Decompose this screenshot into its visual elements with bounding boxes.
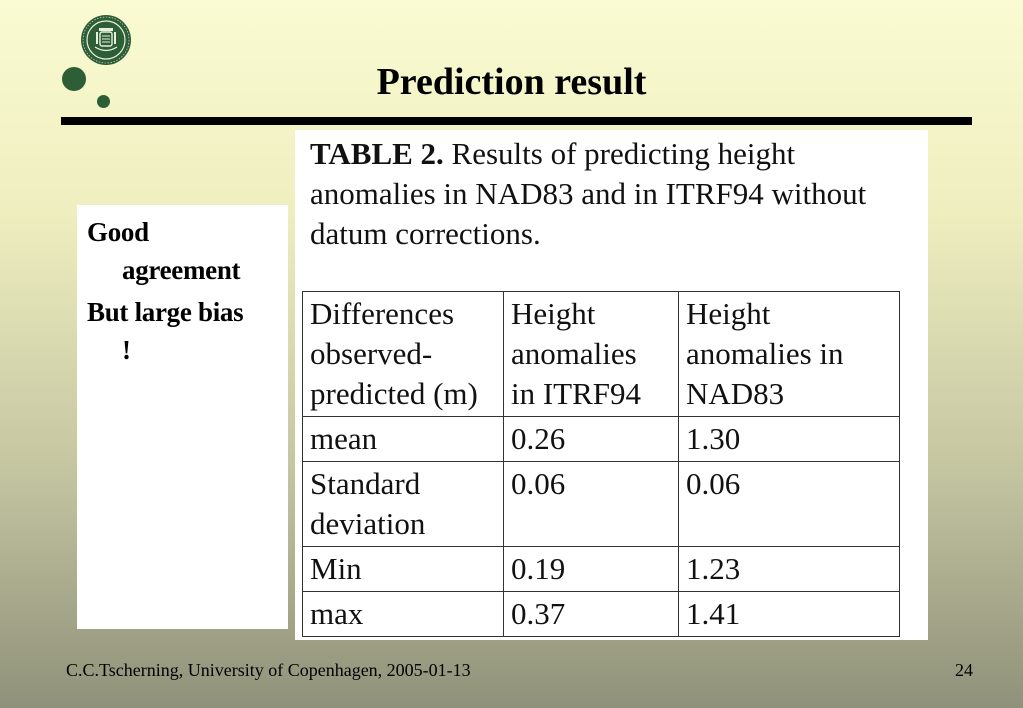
- nad83-value: 1.41: [678, 591, 900, 637]
- table-figure: TABLE 2. Results of predicting height an…: [295, 130, 928, 640]
- table-caption-text: Results of predicting height anomalies i…: [310, 136, 867, 251]
- note-good-agreement: Good agreement: [87, 213, 241, 289]
- table-row: mean 0.26 1.30: [302, 416, 900, 462]
- note-line: Good: [87, 217, 149, 247]
- row-label: Standard deviation: [302, 461, 504, 547]
- page-number: 24: [955, 660, 973, 680]
- table-row: Min 0.19 1.23: [302, 546, 900, 592]
- itrf94-value: 0.19: [503, 546, 679, 592]
- itrf94-value: 0.06: [503, 461, 679, 547]
- table-row: max 0.37 1.41: [302, 591, 900, 637]
- nad83-value: 1.23: [678, 546, 900, 592]
- note-line: !: [122, 335, 131, 365]
- slide-title: Prediction result: [376, 61, 647, 103]
- header-cell: Height anomalies in NAD83: [678, 291, 900, 417]
- results-table: Differences observed- predicted (m) Heig…: [302, 291, 900, 637]
- itrf94-value: 0.26: [503, 416, 679, 462]
- header-cell: Height anomalies in ITRF94: [503, 291, 679, 417]
- row-label: max: [302, 591, 504, 637]
- table-caption-label: TABLE 2.: [310, 136, 444, 171]
- decorative-dot-small: [97, 95, 110, 108]
- note-large-bias: But large bias !: [87, 293, 244, 369]
- row-label: Min: [302, 546, 504, 592]
- itrf94-value: 0.37: [503, 591, 679, 637]
- table-row: Standard deviation 0.06 0.06: [302, 461, 900, 547]
- nad83-value: 1.30: [678, 416, 900, 462]
- note-line: agreement: [122, 255, 241, 285]
- table-caption: TABLE 2. Results of predicting height an…: [310, 134, 910, 254]
- note-line: But large bias: [87, 297, 244, 327]
- title-divider: [61, 117, 972, 125]
- nad83-value: 0.06: [678, 461, 900, 547]
- footer-text: C.C.Tscherning, University of Copenhagen…: [66, 660, 471, 680]
- notes-panel: Good agreement But large bias !: [77, 205, 288, 629]
- decorative-dot-large: [62, 67, 86, 91]
- table-header-row: Differences observed- predicted (m) Heig…: [302, 291, 900, 417]
- university-seal-logo: [81, 15, 131, 65]
- header-cell: Differences observed- predicted (m): [302, 291, 504, 417]
- row-label: mean: [302, 416, 504, 462]
